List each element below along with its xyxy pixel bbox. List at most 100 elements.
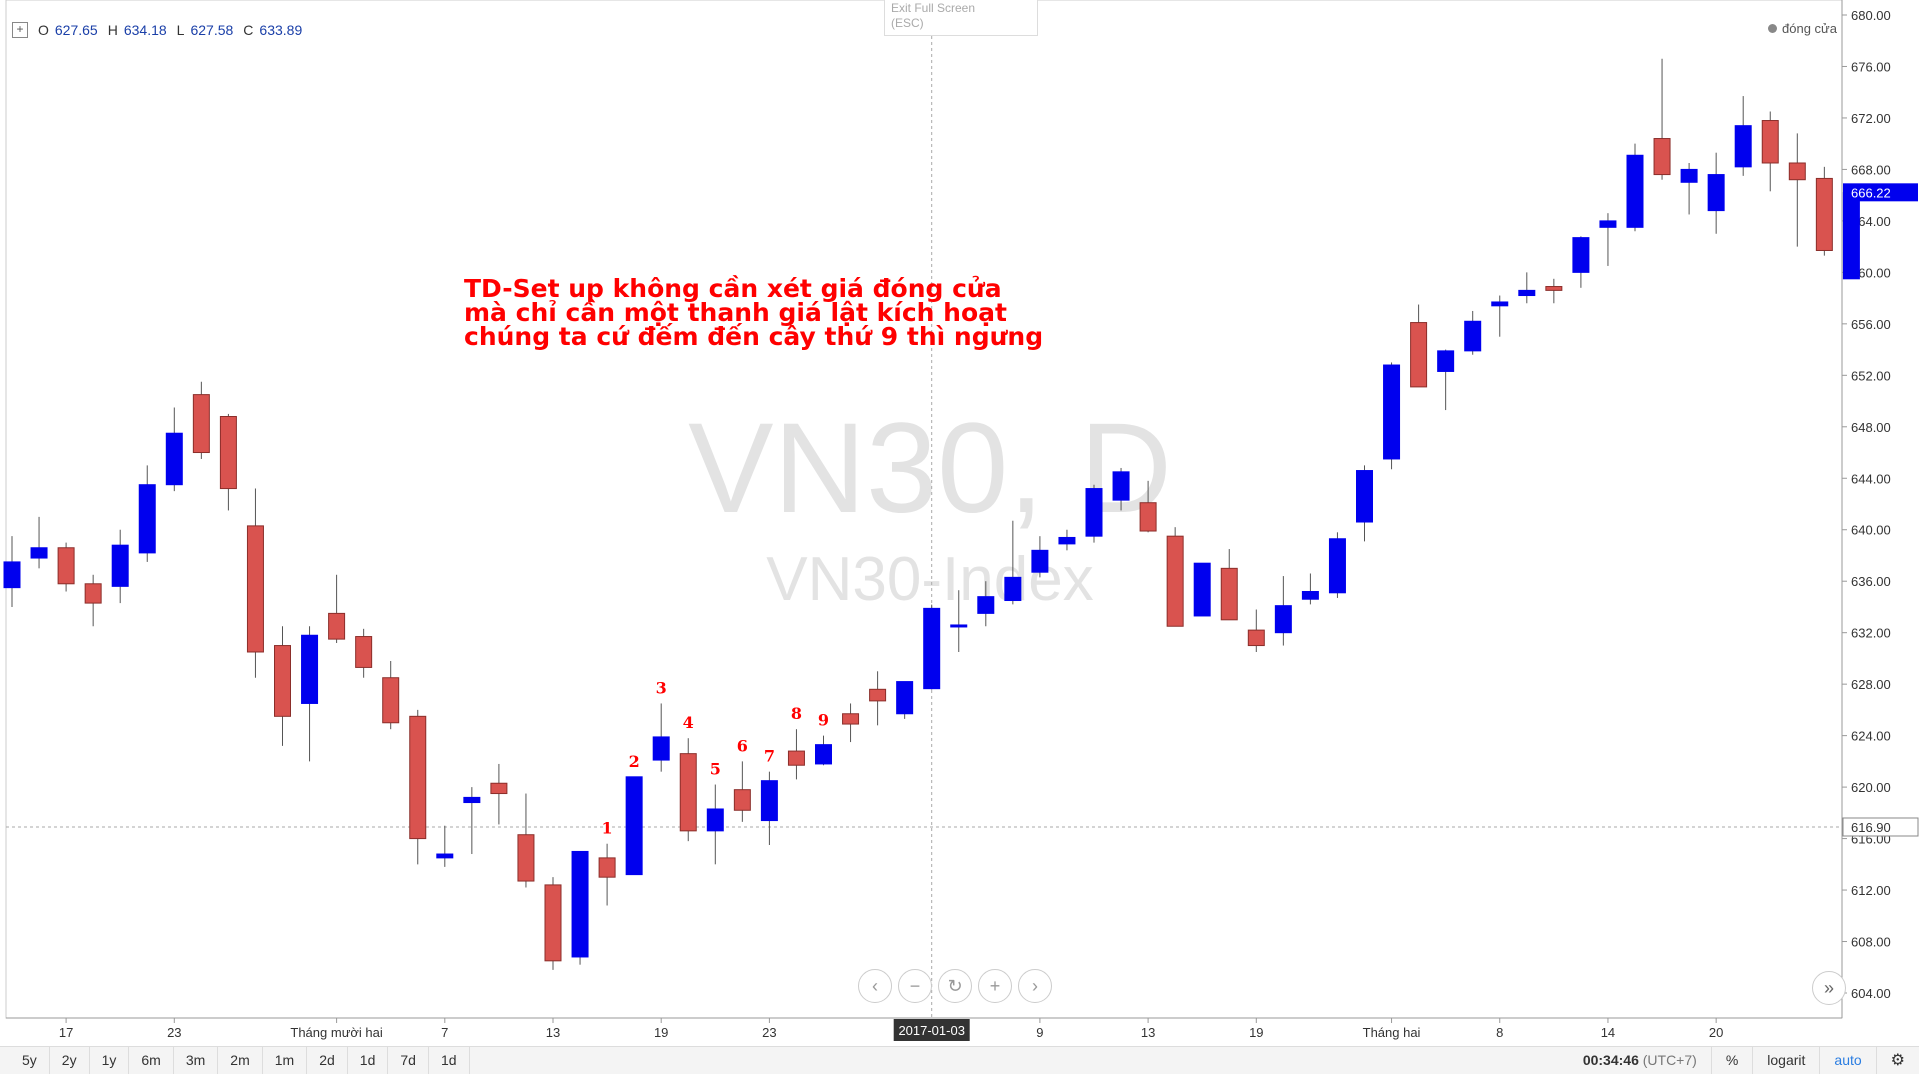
- range-7d[interactable]: 7d: [388, 1047, 429, 1074]
- candle-body: [652, 736, 670, 761]
- crosshair-date-tag: [893, 1019, 970, 1041]
- td-count-label: 9: [818, 711, 829, 730]
- candle-body: [1031, 549, 1049, 573]
- candle-body: [625, 776, 643, 876]
- candle-body: [1166, 535, 1184, 627]
- y-tick-label: 660.00: [1851, 265, 1891, 280]
- clock-time: 00:34:46: [1582, 1052, 1639, 1068]
- range-6m[interactable]: 6m: [129, 1047, 174, 1074]
- candle-body: [1356, 470, 1373, 523]
- candle-body: [490, 782, 508, 795]
- candle-body: [409, 715, 427, 840]
- td-count-label: 2: [629, 752, 640, 771]
- candle-body: [815, 744, 832, 765]
- candle-body: [517, 834, 535, 882]
- candle-body: [733, 789, 751, 811]
- candle-body: [30, 547, 48, 559]
- candle-body: [84, 583, 102, 604]
- candle-body: [1626, 154, 1644, 228]
- candle-body: [1328, 538, 1346, 594]
- candle-body: [1410, 322, 1428, 388]
- range-3m[interactable]: 3m: [174, 1047, 219, 1074]
- candle-body: [246, 525, 264, 653]
- candle-body: [544, 884, 562, 962]
- x-tick-label: 20: [1709, 1025, 1723, 1040]
- td-count-label: 6: [737, 736, 748, 755]
- y-tick-label: 680.00: [1851, 8, 1891, 23]
- candle-body: [1274, 605, 1292, 634]
- candle-body: [1058, 536, 1076, 545]
- candle-body: [1383, 364, 1401, 460]
- candle-body: [1518, 289, 1536, 297]
- y-tick-label: 632.00: [1851, 626, 1891, 641]
- range-2m[interactable]: 2m: [218, 1047, 263, 1074]
- candle-body: [679, 753, 697, 832]
- candle-body: [706, 808, 724, 832]
- candle-body: [1085, 488, 1103, 537]
- close-value: 633.89: [259, 22, 303, 38]
- range-2y[interactable]: 2y: [50, 1047, 90, 1074]
- double-chevron-right-icon[interactable]: »: [1812, 971, 1846, 1005]
- range-5y[interactable]: 5y: [10, 1047, 50, 1074]
- candle-body: [1707, 174, 1725, 212]
- candle-body: [301, 634, 319, 704]
- exit-fullscreen-button[interactable]: Exit Full Screen (ESC): [884, 0, 1038, 36]
- minus-icon[interactable]: −: [898, 969, 932, 1003]
- y-tick-label: 672.00: [1851, 111, 1891, 126]
- x-tick-label: 19: [1249, 1025, 1263, 1040]
- auto-toggle[interactable]: auto: [1819, 1047, 1875, 1074]
- candle-body: [1220, 567, 1238, 621]
- x-tick-label: 23: [167, 1025, 181, 1040]
- plus-icon[interactable]: +: [12, 22, 28, 38]
- low-label: L: [176, 22, 185, 38]
- percent-toggle[interactable]: %: [1710, 1047, 1752, 1074]
- candle-body: [1112, 471, 1130, 501]
- candle-body: [1545, 286, 1563, 291]
- series-legend-label: đóng cửa: [1782, 21, 1837, 36]
- range-1d-alt[interactable]: 1d: [429, 1047, 470, 1074]
- range-1y[interactable]: 1y: [90, 1047, 130, 1074]
- candle-body: [977, 596, 995, 614]
- candle-body: [787, 750, 805, 766]
- series-legend[interactable]: đóng cửa: [1768, 21, 1837, 36]
- y-tick-label: 668.00: [1851, 162, 1891, 177]
- high-value: 634.18: [123, 22, 167, 38]
- refresh-icon[interactable]: ↻: [938, 969, 972, 1003]
- chevron-right-icon[interactable]: ›: [1018, 969, 1052, 1003]
- plus-icon[interactable]: +: [978, 969, 1012, 1003]
- log-toggle[interactable]: logarit: [1752, 1047, 1819, 1074]
- chevron-left-icon[interactable]: ‹: [858, 969, 892, 1003]
- x-tick-label: 14: [1601, 1025, 1615, 1040]
- candle-body: [382, 677, 400, 724]
- candle-body: [192, 394, 210, 454]
- candle-body: [1761, 120, 1779, 164]
- candle-body: [1653, 138, 1671, 176]
- candle-body: [842, 713, 860, 725]
- y-tick-label: 612.00: [1851, 883, 1891, 898]
- candle-body: [1139, 502, 1157, 532]
- y-tick-label: 656.00: [1851, 317, 1891, 332]
- y-tick-label: 640.00: [1851, 523, 1891, 538]
- annotation-line: mà chỉ cần một thanh giá lật kích hoạt: [464, 298, 1007, 327]
- gear-icon[interactable]: ⚙: [1875, 1047, 1919, 1074]
- candle-body: [1788, 162, 1806, 181]
- chart-navigation: ‹ − ↻ + ›: [858, 969, 1052, 1003]
- x-tick-label: 7: [441, 1025, 448, 1040]
- candle-body: [1572, 237, 1590, 273]
- open-label: O: [38, 22, 49, 38]
- candle-body: [571, 850, 589, 958]
- x-tick-label: 13: [546, 1025, 560, 1040]
- range-1m[interactable]: 1m: [263, 1047, 308, 1074]
- candle-body: [1491, 301, 1509, 307]
- candle-body: [1004, 576, 1022, 602]
- candle-body: [328, 612, 346, 640]
- range-2d[interactable]: 2d: [307, 1047, 348, 1074]
- range-1d[interactable]: 1d: [348, 1047, 389, 1074]
- y-tick-label: 664.00: [1851, 214, 1891, 229]
- open-value: 627.65: [54, 22, 98, 38]
- y-tick-label: 628.00: [1851, 677, 1891, 692]
- low-value: 627.58: [190, 22, 234, 38]
- candle-body: [869, 688, 887, 702]
- candle-body: [1680, 168, 1698, 183]
